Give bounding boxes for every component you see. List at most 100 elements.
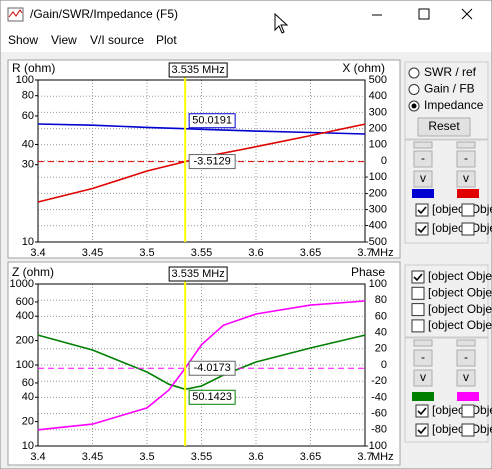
plot-area (37, 283, 366, 447)
button-label: - (464, 151, 468, 165)
group-box (404, 61, 489, 140)
maximize-button[interactable] (418, 8, 430, 20)
y-tick-label: 400 (16, 310, 34, 322)
menu-item[interactable]: V/I source (90, 33, 144, 47)
checkbox[interactable] (415, 203, 429, 217)
button-stub (456, 141, 476, 149)
x-tick-label: 3.7 (357, 451, 372, 463)
checkbox[interactable] (411, 303, 425, 317)
menu-item[interactable]: View (51, 33, 77, 47)
button[interactable] (413, 349, 433, 367)
x-tick-label: 3.5 (139, 451, 154, 463)
cursor-value: -4.0173 (193, 362, 230, 374)
button-label: v (420, 370, 426, 384)
checkbox[interactable] (461, 423, 475, 437)
y2-tick-label: -100 (365, 171, 387, 183)
y-tick-label: 60 (22, 377, 34, 389)
checkbox-label: [object Object] (428, 269, 492, 283)
checkbox[interactable] (415, 404, 429, 418)
cursor-value: -3.5129 (193, 155, 230, 167)
checkbox[interactable] (411, 286, 425, 300)
y2-tick-label: 300 (369, 106, 387, 118)
cursor-value-box (188, 154, 236, 170)
button[interactable] (456, 170, 476, 188)
cursor-value-box (188, 113, 236, 129)
checkbox-label: [object Object] (428, 318, 492, 332)
series-line (37, 334, 366, 391)
radio-button[interactable] (408, 67, 420, 79)
y-axis-label: R (ohm) (12, 61, 55, 75)
x-tick-label: 3.4 (30, 451, 45, 463)
x-tick-label: 3.45 (82, 451, 103, 463)
button-label: v (420, 171, 426, 185)
y2-tick-label: 0 (381, 155, 387, 167)
checkbox[interactable] (461, 404, 475, 418)
cursor-label: 3.535 MHz (172, 268, 225, 280)
series-line (37, 123, 366, 135)
x-tick-label: 3.65 (300, 451, 321, 463)
button[interactable] (413, 170, 433, 188)
button-stub (413, 141, 433, 149)
y-tick-label: 10 (22, 236, 34, 248)
x-tick-label: 3.7 (357, 247, 372, 259)
radio-button[interactable] (408, 84, 420, 95)
button[interactable] (413, 150, 433, 168)
y-axis-label: Z (ohm) (12, 265, 54, 279)
radio-dot (411, 103, 417, 109)
button-label: Reset (428, 119, 460, 133)
check-mark (413, 273, 423, 282)
checkbox-label: [object Object] (428, 285, 492, 299)
button[interactable] (456, 349, 476, 367)
x-tick-label: 3.55 (191, 247, 212, 259)
checkbox[interactable] (461, 222, 475, 236)
check-mark (417, 407, 427, 416)
button-label: - (464, 350, 468, 364)
x-tick-label: 3.45 (82, 247, 103, 259)
color-swatch[interactable] (412, 392, 434, 401)
x-tick-label: 3.4 (30, 247, 45, 259)
y-tick-label: 600 (16, 296, 34, 308)
color-swatch[interactable] (457, 392, 479, 401)
app-icon (7, 7, 24, 22)
plot-area (37, 79, 366, 243)
checkbox[interactable] (415, 222, 429, 236)
y-tick-label: 40 (22, 391, 34, 403)
mouse-pointer (274, 12, 289, 34)
button-label: - (421, 350, 425, 364)
button-label: v (463, 370, 469, 384)
button[interactable] (456, 369, 476, 387)
color-swatch[interactable] (412, 189, 434, 198)
radio-label: Gain / FB (424, 82, 475, 96)
checkbox[interactable] (415, 423, 429, 437)
menu-item[interactable]: Show (8, 33, 38, 47)
button-stub (413, 339, 433, 347)
y2-tick-label: 0 (381, 359, 387, 371)
color-swatch[interactable] (457, 189, 479, 198)
close-button[interactable] (461, 8, 473, 20)
menu-item[interactable]: Plot (156, 33, 177, 47)
y2-tick-label: -200 (365, 187, 387, 199)
checkbox[interactable] (461, 203, 475, 217)
cursor-value: 50.0191 (192, 115, 232, 127)
cursor-label: 3.535 MHz (172, 64, 225, 76)
y2-tick-label: 60 (375, 310, 387, 322)
y-tick-label: 80 (22, 90, 34, 102)
button[interactable] (417, 117, 471, 137)
checkbox[interactable] (411, 270, 425, 284)
button[interactable] (413, 369, 433, 387)
y2-tick-label: -100 (365, 440, 387, 452)
window-title: /Gain/SWR/Impedance (F5) (30, 7, 178, 21)
x-tick-label: 3.6 (248, 451, 263, 463)
y2-tick-label: 500 (369, 74, 387, 86)
y2-tick-label: -400 (365, 220, 387, 232)
y-tick-label: 10 (22, 440, 34, 452)
button[interactable] (456, 150, 476, 168)
y2-tick-label: 40 (375, 327, 387, 339)
y-tick-label: 1000 (10, 278, 34, 290)
button-stub (456, 339, 476, 347)
radio-label: SWR / ref (424, 65, 477, 79)
cursor-value-box (188, 360, 236, 376)
checkbox[interactable] (411, 319, 425, 333)
title-bar (1, 1, 491, 30)
